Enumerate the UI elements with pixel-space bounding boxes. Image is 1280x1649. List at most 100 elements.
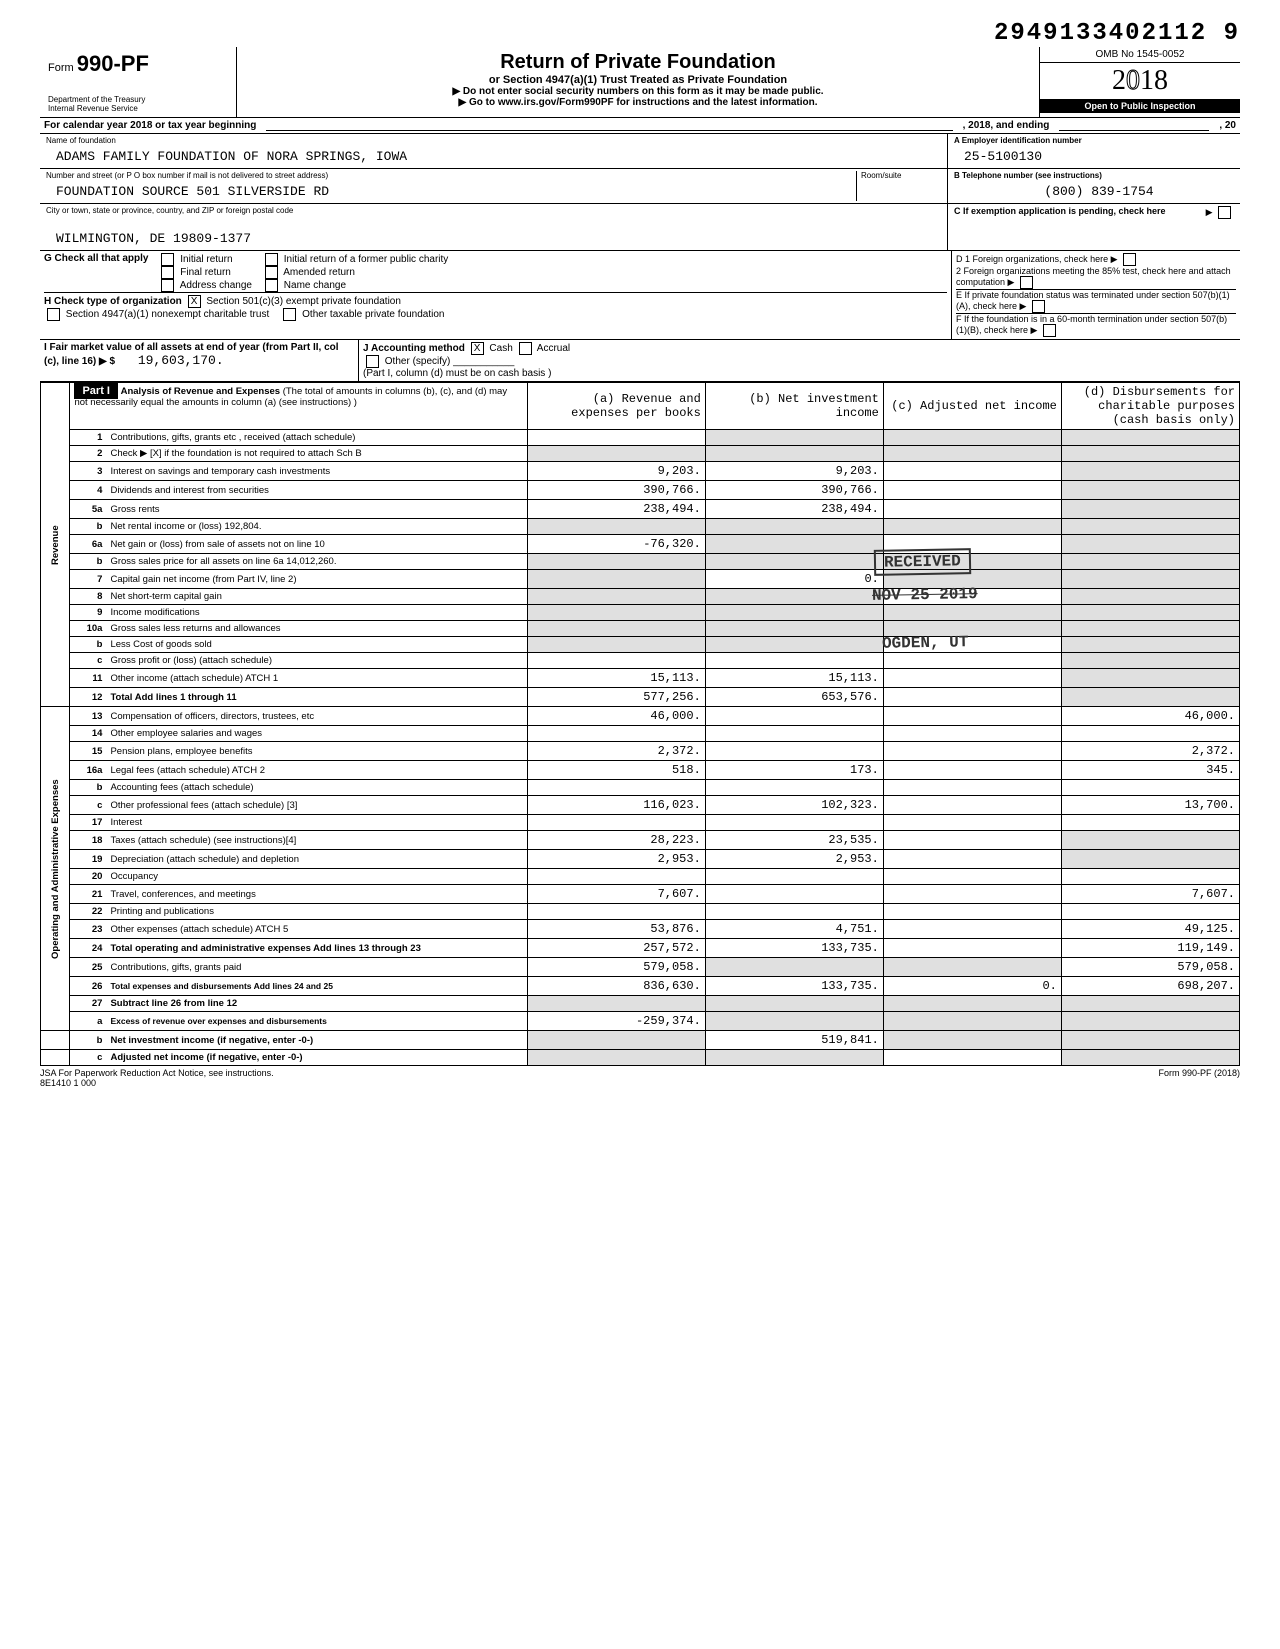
cash-checkbox[interactable]: X — [471, 342, 484, 355]
room-label: Room/suite — [861, 171, 941, 180]
e-checkbox[interactable] — [1032, 300, 1045, 313]
header: Form 990-PF Department of the Treasury I… — [40, 47, 1240, 118]
phone-value: (800) 839-1754 — [954, 180, 1234, 201]
table-row: 12Total Add lines 1 through 11577,256.65… — [41, 688, 1240, 707]
table-row: 25Contributions, gifts, grants paid579,0… — [41, 958, 1240, 977]
amended-return-checkbox[interactable] — [265, 266, 278, 279]
table-row: 6aNet gain or (loss) from sale of assets… — [41, 535, 1240, 554]
footer: JSA For Paperwork Reduction Act Notice, … — [40, 1066, 1240, 1088]
main-title: Return of Private Foundation — [241, 51, 1035, 74]
address-section: Number and street (or P O box number if … — [40, 169, 1240, 204]
footer-right: Form 990-PF (2018) — [1158, 1068, 1240, 1088]
instruction-2: ▶ Go to www.irs.gov/Form990PF for instru… — [241, 97, 1035, 108]
h-o2: Section 4947(a)(1) nonexempt charitable … — [66, 309, 269, 320]
accrual-checkbox[interactable] — [519, 342, 532, 355]
f-checkbox[interactable] — [1043, 324, 1056, 337]
g-label: G Check all that apply — [44, 253, 148, 292]
expenses-label: Operating and Administrative Expenses — [41, 707, 70, 1031]
name-section: Name of foundation ADAMS FAMILY FOUNDATI… — [40, 134, 1240, 169]
table-row: 2Check ▶ [X] if the foundation is not re… — [41, 446, 1240, 462]
j-cash: Cash — [489, 343, 512, 354]
g-o5: Amended return — [283, 267, 355, 278]
4947a1-checkbox[interactable] — [47, 308, 60, 321]
table-row: bNet investment income (if negative, ent… — [41, 1031, 1240, 1050]
initial-return-checkbox[interactable] — [161, 253, 174, 266]
i-j-section: I Fair market value of all assets at end… — [40, 340, 1240, 382]
public-inspection: Open to Public Inspection — [1040, 99, 1240, 113]
name-label: Name of foundation — [46, 136, 941, 145]
table-row: 14Other employee salaries and wages — [41, 726, 1240, 742]
ein-label: A Employer identification number — [954, 136, 1234, 145]
j-accrual: Accrual — [537, 343, 570, 354]
table-row: 18Taxes (attach schedule) (see instructi… — [41, 831, 1240, 850]
table-row: 22Printing and publications — [41, 904, 1240, 920]
table-row: 8Net short-term capital gain NOV 25 2019 — [41, 589, 1240, 605]
final-return-checkbox[interactable] — [161, 266, 174, 279]
foundation-name: ADAMS FAMILY FOUNDATION OF NORA SPRINGS,… — [46, 145, 941, 166]
foundation-city: WILMINGTON, DE 19809-1377 — [46, 215, 941, 248]
d1-checkbox[interactable] — [1123, 253, 1136, 266]
g-o3: Address change — [180, 280, 252, 291]
table-row: cGross profit or (loss) (attach schedule… — [41, 653, 1240, 669]
d1-line: D 1 Foreign organizations, check here ▶ — [956, 253, 1236, 266]
table-row: 23Other expenses (attach schedule) ATCH … — [41, 920, 1240, 939]
g-o2: Final return — [180, 267, 231, 278]
calendar-year-row: For calendar year 2018 or tax year begin… — [40, 118, 1240, 134]
cal-prefix: For calendar year 2018 or tax year begin… — [44, 120, 256, 131]
other-taxable-checkbox[interactable] — [283, 308, 296, 321]
j-note: (Part I, column (d) must be on cash basi… — [363, 368, 551, 379]
c-checkbox[interactable] — [1218, 206, 1231, 219]
col-b-header: (b) Net investment income — [705, 383, 883, 430]
d2-checkbox[interactable] — [1020, 276, 1033, 289]
tax-year: 20201818 — [1040, 63, 1240, 99]
g-o4: Initial return of a former public charit… — [284, 254, 449, 265]
table-row: 16aLegal fees (attach schedule) ATCH 251… — [41, 761, 1240, 780]
table-row: 11Other income (attach schedule) ATCH 11… — [41, 669, 1240, 688]
table-row: 5aGross rents238,494.238,494. — [41, 500, 1240, 519]
addr-label: Number and street (or P O box number if … — [46, 171, 856, 180]
d2-line: 2 Foreign organizations meeting the 85% … — [956, 266, 1236, 289]
j-other: Other (specify) — [385, 356, 451, 367]
501c3-checkbox[interactable]: X — [188, 295, 201, 308]
table-row: 15Pension plans, employee benefits2,372.… — [41, 742, 1240, 761]
g-h-section: G Check all that apply Initial return Fi… — [40, 251, 1240, 340]
table-row: bNet rental income or (loss) 192,804. — [41, 519, 1240, 535]
table-row: 21Travel, conferences, and meetings7,607… — [41, 885, 1240, 904]
omb-number: OMB No 1545-0052 — [1040, 47, 1240, 63]
address-change-checkbox[interactable] — [161, 279, 174, 292]
table-row: aExcess of revenue over expenses and dis… — [41, 1012, 1240, 1031]
f-line: F If the foundation is in a 60-month ter… — [956, 313, 1236, 337]
h-label: H Check type of organization — [44, 296, 182, 307]
table-row: 17Interest — [41, 815, 1240, 831]
j-label: J Accounting method — [363, 343, 465, 354]
received-stamp: RECEIVED — [874, 548, 971, 576]
former-charity-checkbox[interactable] — [265, 253, 278, 266]
g-o1: Initial return — [180, 254, 232, 265]
table-row: bGross sales price for all assets on lin… — [41, 554, 1240, 570]
revenue-label: Revenue — [41, 383, 70, 707]
name-change-checkbox[interactable] — [265, 279, 278, 292]
right-header: OMB No 1545-0052 20201818 Open to Public… — [1039, 47, 1240, 117]
table-row: 9Income modifications — [41, 605, 1240, 621]
other-method-checkbox[interactable] — [366, 355, 379, 368]
phone-label: B Telephone number (see instructions) — [954, 171, 1234, 180]
table-row: 10aGross sales less returns and allowanc… — [41, 621, 1240, 637]
table-row: 26Total expenses and disbursements Add l… — [41, 977, 1240, 996]
table-row: 20Occupancy — [41, 869, 1240, 885]
col-a-header: (a) Revenue and expenses per books — [527, 383, 705, 430]
table-row: 27Subtract line 26 from line 12 — [41, 996, 1240, 1012]
table-row: bAccounting fees (attach schedule) — [41, 780, 1240, 796]
table-row: 19Depreciation (attach schedule) and dep… — [41, 850, 1240, 869]
ein-display: 25-5100130 — [954, 145, 1234, 166]
cal-mid: , 2018, and ending — [963, 120, 1050, 131]
date-stamp: NOV 25 2019 — [864, 583, 986, 607]
city-section: City or town, state or province, country… — [40, 204, 1240, 251]
cal-suffix: , 20 — [1219, 120, 1236, 131]
instruction-1: ▶ Do not enter social security numbers o… — [241, 86, 1035, 97]
i-value: 19,603,170. — [118, 353, 224, 368]
g-o6: Name change — [284, 280, 346, 291]
dept-irs: Internal Revenue Service — [48, 104, 228, 113]
table-row: 24Total operating and administrative exp… — [41, 939, 1240, 958]
form-number: 990-PF — [77, 51, 149, 76]
document-number: 2949133402112 9 — [40, 20, 1240, 47]
